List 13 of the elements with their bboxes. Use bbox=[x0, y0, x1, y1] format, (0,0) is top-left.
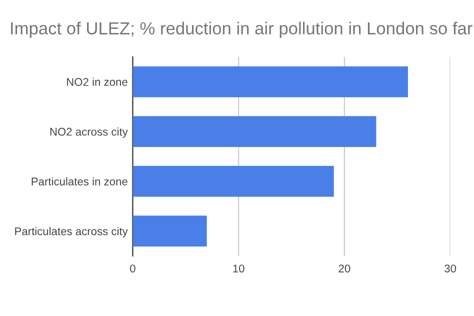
x-tick-label: 20 bbox=[338, 264, 350, 272]
y-tick-label: Particulates across city bbox=[15, 227, 128, 238]
x-tick-label: 0 bbox=[130, 264, 136, 272]
bar bbox=[132, 66, 408, 98]
chart-title: Impact of ULEZ; % reduction in air pollution in London so far bbox=[11, 22, 472, 38]
bar bbox=[132, 116, 376, 147]
bar bbox=[132, 166, 334, 197]
x-tick-label: 30 bbox=[444, 264, 456, 272]
y-tick-label: Particulates in zone bbox=[32, 177, 128, 186]
y-tick-label: NO2 in zone bbox=[67, 78, 128, 86]
y-tick-label: NO2 across city bbox=[50, 128, 128, 138]
x-tick-label: 10 bbox=[233, 264, 244, 272]
bar bbox=[132, 216, 207, 247]
